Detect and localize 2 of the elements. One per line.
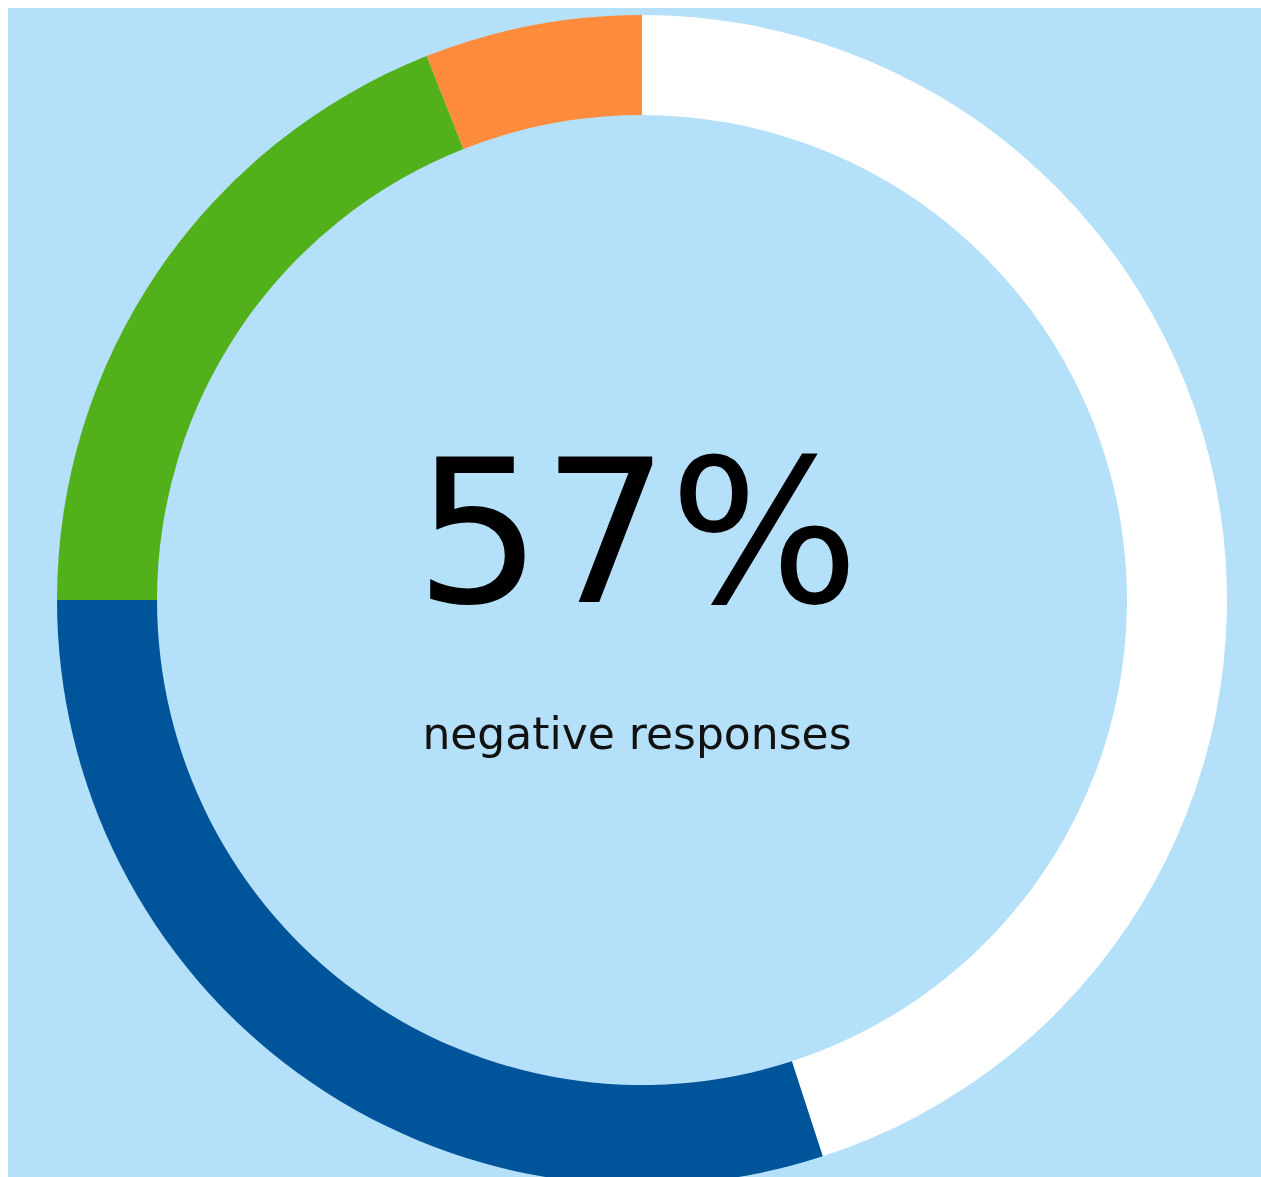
text: negative responses <box>421 708 853 759</box>
text: 57% <box>413 416 861 649</box>
